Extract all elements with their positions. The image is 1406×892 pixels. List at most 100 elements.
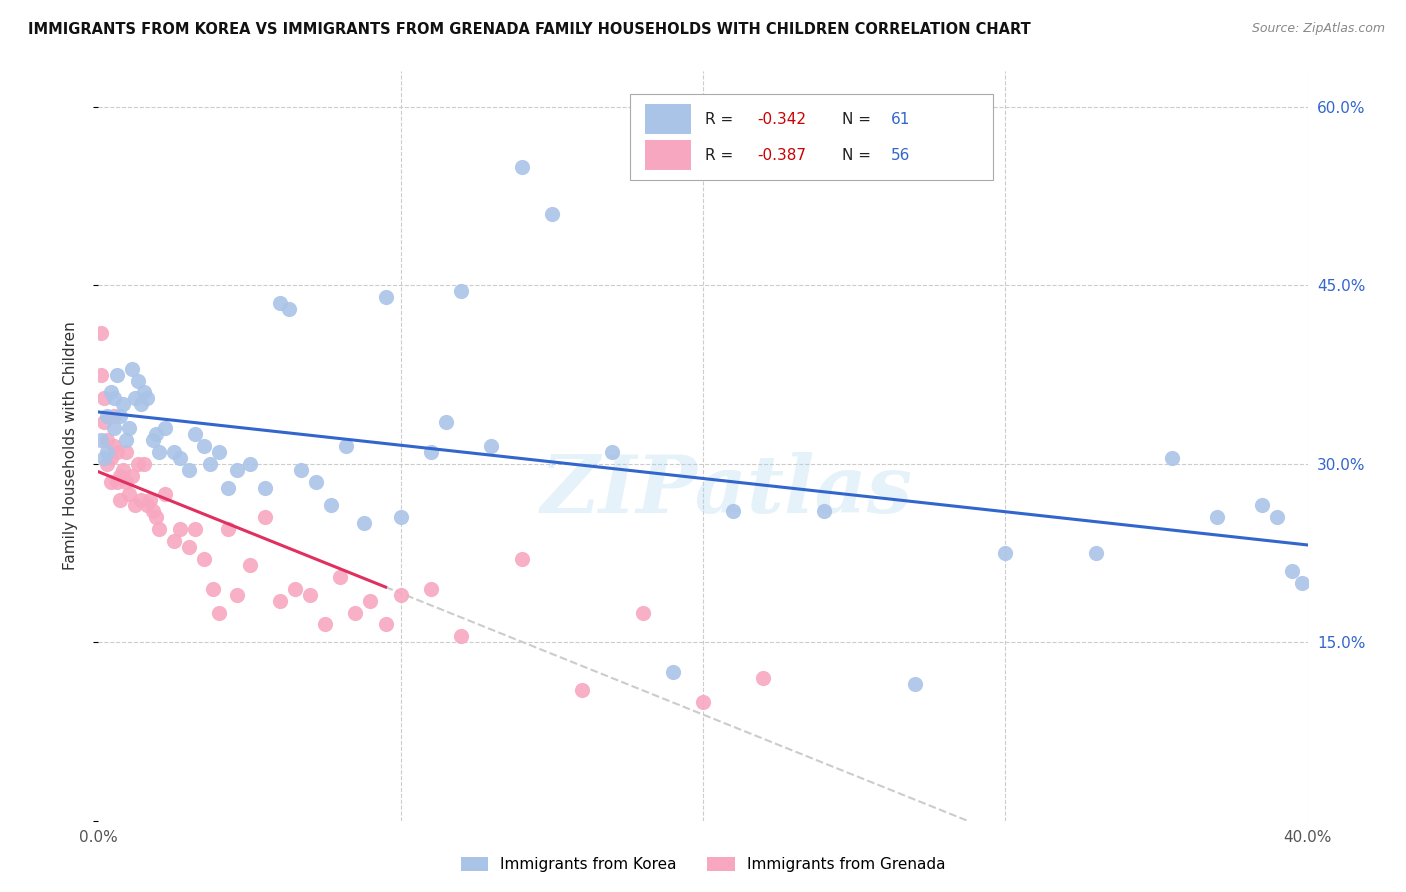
Point	[208, 445, 231, 459]
Text: Source: ZipAtlas.com: Source: ZipAtlas.com	[1251, 22, 1385, 36]
Y-axis label: Family Households with Children: Family Households with Children	[63, 322, 77, 570]
Text: R =: R =	[706, 112, 738, 127]
Point	[420, 582, 443, 596]
Point	[93, 450, 115, 465]
Point	[217, 481, 239, 495]
Point	[1206, 510, 1229, 524]
Point	[148, 445, 170, 459]
Text: IMMIGRANTS FROM KOREA VS IMMIGRANTS FROM GRENADA FAMILY HOUSEHOLDS WITH CHILDREN: IMMIGRANTS FROM KOREA VS IMMIGRANTS FROM…	[28, 22, 1031, 37]
Point	[335, 439, 357, 453]
Point	[103, 392, 125, 406]
Point	[1281, 564, 1303, 578]
Point	[434, 415, 457, 429]
Text: 61: 61	[890, 112, 910, 127]
Point	[90, 326, 112, 340]
Point	[129, 397, 152, 411]
Point	[353, 516, 375, 531]
Point	[114, 445, 136, 459]
Point	[904, 677, 927, 691]
Point	[305, 475, 328, 489]
Point	[374, 617, 396, 632]
Point	[510, 552, 533, 566]
Point	[1160, 450, 1182, 465]
Point	[121, 361, 143, 376]
Point	[105, 475, 128, 489]
Point	[661, 665, 683, 679]
Point	[752, 671, 775, 685]
Point	[269, 296, 291, 310]
Point	[142, 504, 165, 518]
Point	[142, 433, 165, 447]
Point	[118, 421, 141, 435]
Point	[121, 468, 143, 483]
Point	[290, 463, 312, 477]
Point	[481, 439, 503, 453]
FancyBboxPatch shape	[630, 94, 993, 180]
Point	[108, 468, 131, 483]
Point	[226, 588, 249, 602]
Point	[631, 606, 654, 620]
Point	[200, 457, 222, 471]
Point	[96, 445, 118, 459]
Point	[202, 582, 225, 596]
Point	[163, 445, 186, 459]
Point	[135, 392, 157, 406]
Point	[813, 504, 835, 518]
Point	[127, 374, 149, 388]
Point	[184, 427, 207, 442]
Point	[374, 290, 396, 304]
Point	[284, 582, 307, 596]
Point	[114, 433, 136, 447]
Point	[145, 427, 167, 442]
Point	[132, 385, 155, 400]
Point	[153, 486, 176, 500]
Point	[135, 499, 157, 513]
Point	[193, 552, 215, 566]
Text: ZIPatlas: ZIPatlas	[541, 452, 914, 530]
Point	[163, 534, 186, 549]
Point	[1291, 575, 1313, 590]
Point	[100, 475, 122, 489]
Point	[153, 421, 176, 435]
Point	[132, 457, 155, 471]
Point	[184, 522, 207, 536]
Point	[103, 421, 125, 435]
Point	[450, 285, 472, 299]
Point	[169, 450, 191, 465]
Point	[124, 499, 146, 513]
Point	[124, 392, 146, 406]
Point	[723, 504, 745, 518]
Point	[1251, 499, 1274, 513]
Point	[108, 409, 131, 424]
Point	[540, 207, 562, 221]
Point	[1267, 510, 1289, 524]
Point	[269, 593, 291, 607]
Text: N =: N =	[842, 148, 876, 162]
Point	[239, 558, 262, 572]
Point	[299, 588, 322, 602]
Point	[510, 160, 533, 174]
Point	[277, 302, 299, 317]
Point	[253, 510, 276, 524]
Point	[344, 606, 367, 620]
Point	[100, 450, 122, 465]
Text: -0.342: -0.342	[758, 112, 807, 127]
Point	[1085, 546, 1108, 560]
Point	[118, 486, 141, 500]
Point	[111, 463, 134, 477]
Point	[114, 475, 136, 489]
Point	[692, 695, 714, 709]
Point	[90, 433, 112, 447]
Point	[179, 540, 201, 554]
Point	[105, 445, 128, 459]
Point	[129, 492, 152, 507]
Text: R =: R =	[706, 148, 738, 162]
Point	[100, 385, 122, 400]
Point	[329, 570, 352, 584]
Point	[389, 510, 412, 524]
Point	[226, 463, 249, 477]
Point	[105, 368, 128, 382]
Point	[420, 445, 443, 459]
Point	[127, 457, 149, 471]
Point	[139, 492, 162, 507]
